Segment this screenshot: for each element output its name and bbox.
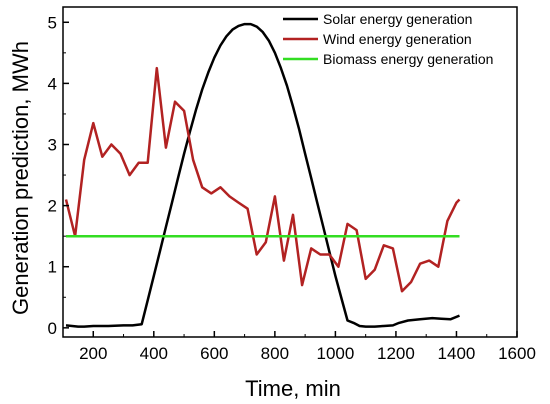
legend: Solar energy generation Wind energy gener… (283, 11, 493, 67)
x-tick-label: 600 (200, 344, 228, 363)
x-tick-label: 1200 (377, 344, 415, 363)
x-tick-label: 400 (140, 344, 168, 363)
ticks: 200 400 600 800 1000 1200 1400 1600 0 1 2 3 4 5 (48, 13, 536, 363)
x-axis-title: Time, min (245, 376, 341, 401)
plot-lines (64, 22, 461, 328)
x-tick-label: 1000 (316, 344, 354, 363)
y-tick-label: 5 (48, 13, 57, 32)
y-tick-label: 4 (48, 74, 57, 93)
y-tick-label: 3 (48, 136, 57, 155)
y-tick-label: 0 (48, 319, 57, 338)
axes (62, 6, 518, 338)
plot-frame (62, 6, 518, 338)
x-tick-label: 800 (261, 344, 289, 363)
x-tick-label: 1400 (438, 344, 476, 363)
series-line-2 (64, 66, 461, 293)
series-line-1 (65, 22, 460, 328)
y-tick-label: 1 (48, 258, 57, 277)
legend-label-2: Wind energy generation (323, 31, 472, 47)
x-tick-label: 200 (79, 344, 107, 363)
y-tick-label: 2 (48, 197, 57, 216)
x-tick-label: 1600 (498, 344, 536, 363)
legend-label-3: Biomass energy generation (323, 51, 493, 67)
y-axis-title: Generation prediction, MWh (8, 41, 33, 315)
legend-label-1: Solar energy generation (323, 11, 472, 27)
